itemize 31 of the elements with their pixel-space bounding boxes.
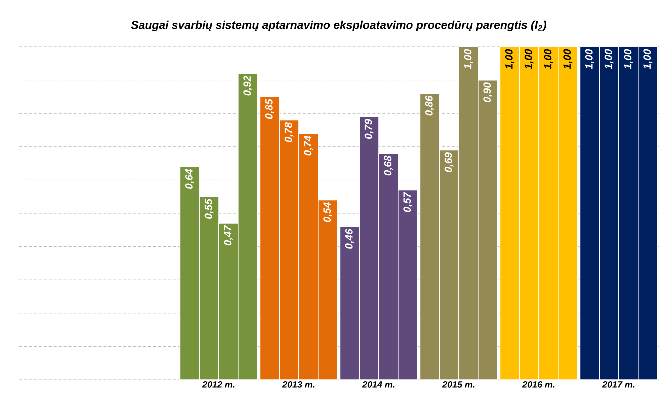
x-tick-label: 2017 m. xyxy=(602,382,635,388)
data-label: 1,00 xyxy=(564,49,573,70)
data-label: 1,00 xyxy=(624,49,634,70)
chart-title: Saugai svarbių sistemų aptarnavimo eksploatavimo procedūrų parengtis (I$_{2}$) xyxy=(131,20,546,32)
data-label: 1,00 xyxy=(544,49,554,70)
data-label: 0,68 xyxy=(384,156,394,176)
data-label: 0,86 xyxy=(425,96,434,116)
x-tick-label: 2015 m. xyxy=(442,382,475,388)
data-label: 0,90 xyxy=(484,82,493,102)
data-label: 0,92 xyxy=(244,76,253,96)
data-label: 0,64 xyxy=(185,169,194,189)
data-label: 0,78 xyxy=(284,122,294,142)
x-tick-label: 2016 m. xyxy=(522,382,555,388)
data-label: 0,79 xyxy=(364,119,374,140)
data-label: 0,85 xyxy=(265,99,274,120)
data-label: 1,00 xyxy=(524,49,534,70)
data-label: 0,46 xyxy=(345,228,354,249)
data-label: 0,55 xyxy=(204,198,214,219)
data-label: 1,00 xyxy=(644,49,653,70)
x-tick-label: 2014 m. xyxy=(362,382,395,388)
data-label: 0,69 xyxy=(444,152,454,172)
data-label: 1,00 xyxy=(505,49,514,70)
data-label: 0,57 xyxy=(404,192,413,212)
data-label: 1,00 xyxy=(464,49,474,70)
x-tick-label: 2012 m. xyxy=(202,382,235,388)
data-label: 0,47 xyxy=(224,225,234,246)
data-label: 0,54 xyxy=(324,202,333,222)
data-label: 1,00 xyxy=(604,49,614,70)
data-label: 0,74 xyxy=(304,136,314,156)
data-label: 1,00 xyxy=(585,49,594,70)
x-tick-label: 2013 m. xyxy=(282,382,315,388)
